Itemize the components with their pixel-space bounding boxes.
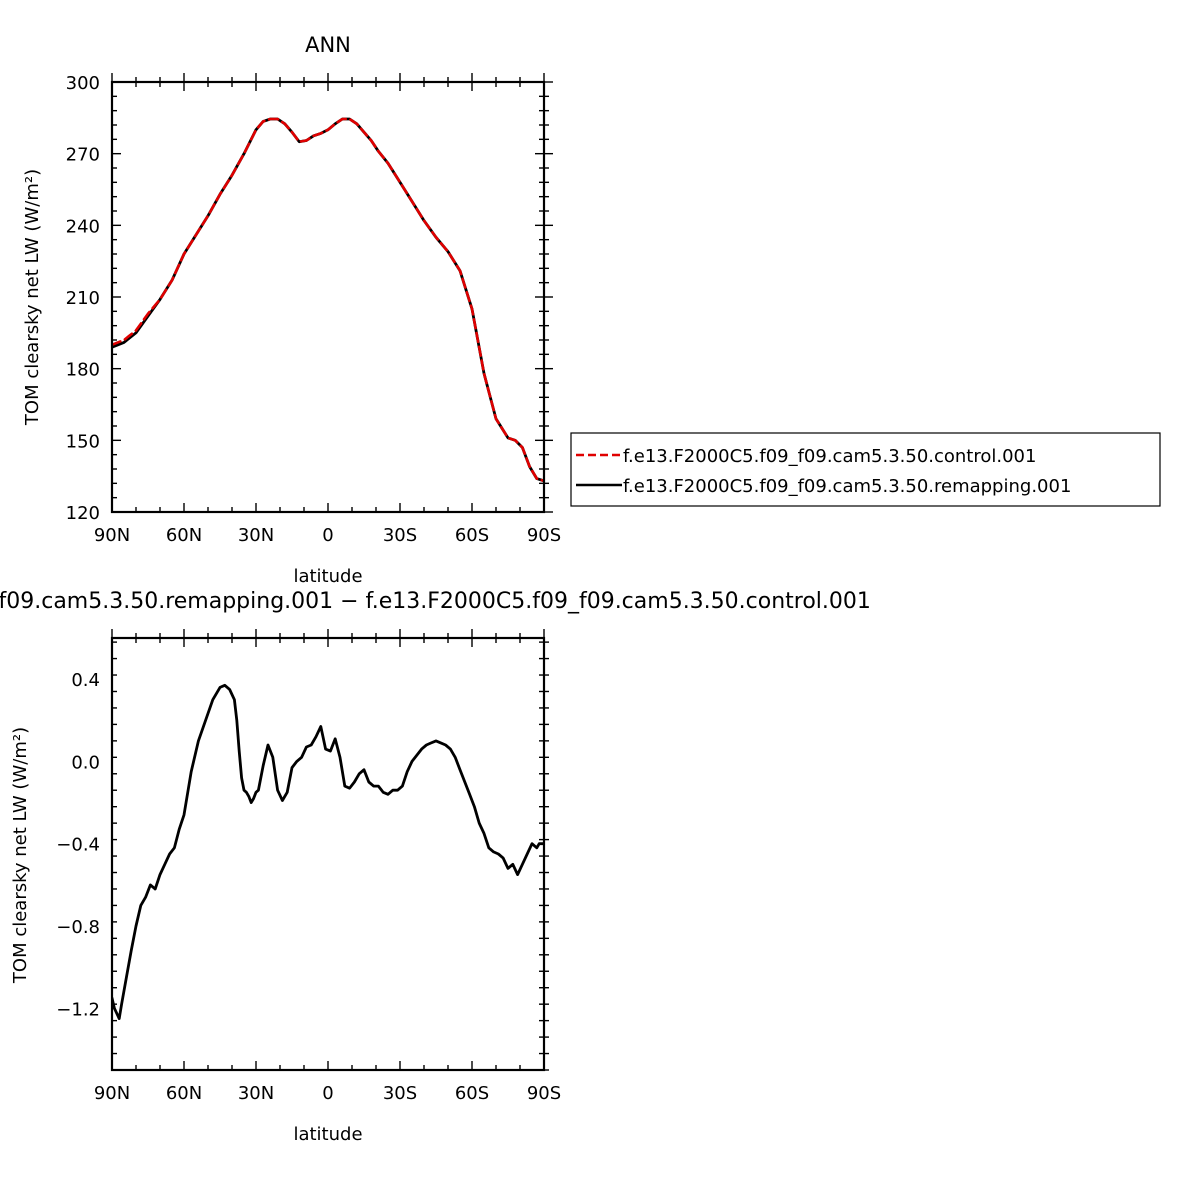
series-line-1 xyxy=(112,117,544,483)
y-tick-label: −1.2 xyxy=(56,999,100,1020)
bottom-series-lines xyxy=(112,683,544,1020)
x-tick-label: 30N xyxy=(238,1083,274,1104)
y-tick-label: 120 xyxy=(66,503,100,524)
panel-annual-mean: ANN 90N 60N 30N 0 30S 60S 90S 120 150 180 210 240 2… xyxy=(22,33,561,587)
bottom-x-axis-label: latitude xyxy=(293,1124,362,1145)
top-x-axis-label: latitude xyxy=(293,566,362,587)
panel-title: ANN xyxy=(305,33,351,57)
y-tick-label: 180 xyxy=(66,360,100,381)
legend-label-remapping: f.e13.F2000C5.f09_f09.cam5.3.50.remappin… xyxy=(623,476,1071,497)
x-tick-label: 30S xyxy=(383,525,417,546)
panel-difference: f.e13.F2000C5.f09_f09.cam5.3.50.remappin… xyxy=(0,589,871,1145)
legend-label-control: f.e13.F2000C5.f09_f09.cam5.3.50.control.… xyxy=(623,446,1036,467)
x-tick-label: 30N xyxy=(238,525,274,546)
legend: f.e13.F2000C5.f09_f09.cam5.3.50.control.… xyxy=(570,432,1161,507)
y-tick-label: 270 xyxy=(66,145,100,166)
y-tick-label: −0.8 xyxy=(56,917,100,938)
series-line-0 xyxy=(112,683,544,1020)
x-tick-label: 60N xyxy=(166,1083,202,1104)
y-tick-label: 0.4 xyxy=(71,670,100,691)
x-tick-label: 60S xyxy=(455,525,489,546)
x-tick-label: 90N xyxy=(94,525,130,546)
y-tick-label: 240 xyxy=(66,216,100,237)
top-y-axis-label: TOM clearsky net LW (W/m²) xyxy=(22,169,43,426)
y-tick-label: 210 xyxy=(66,288,100,309)
x-tick-label: 0 xyxy=(322,1083,333,1104)
top-y-tick-labels: 120 150 180 210 240 270 300 xyxy=(66,73,100,524)
bottom-y-tick-labels: 0.4 0.0 −0.4 −0.8 −1.2 xyxy=(56,670,100,1020)
panel-title-difference: f.e13.F2000C5.f09_f09.cam5.3.50.remappin… xyxy=(0,589,871,614)
y-tick-label: 0.0 xyxy=(71,752,100,773)
x-tick-label: 60S xyxy=(455,1083,489,1104)
x-tick-label: 90S xyxy=(527,525,561,546)
x-tick-label: 60N xyxy=(166,525,202,546)
legend-box xyxy=(570,432,1161,507)
x-tick-label: 90S xyxy=(527,1083,561,1104)
y-tick-label: 150 xyxy=(66,431,100,452)
bottom-plot-frame xyxy=(110,636,546,1072)
top-plot-frame xyxy=(110,80,546,514)
y-tick-label: 300 xyxy=(66,73,100,94)
top-axis-ticks xyxy=(111,73,553,513)
y-tick-label: −0.4 xyxy=(56,835,100,856)
top-series-lines xyxy=(112,117,544,483)
top-x-tick-labels: 90N 60N 30N 0 30S 60S 90S xyxy=(94,525,561,546)
x-tick-label: 30S xyxy=(383,1083,417,1104)
series-line-0 xyxy=(112,117,544,483)
x-tick-label: 90N xyxy=(94,1083,130,1104)
x-tick-label: 0 xyxy=(322,525,333,546)
bottom-x-tick-labels: 90N 60N 30N 0 30S 60S 90S xyxy=(94,1083,561,1104)
bottom-axis-ticks xyxy=(111,629,549,1071)
bottom-y-axis-label: TOM clearsky net LW (W/m²) xyxy=(10,727,31,984)
